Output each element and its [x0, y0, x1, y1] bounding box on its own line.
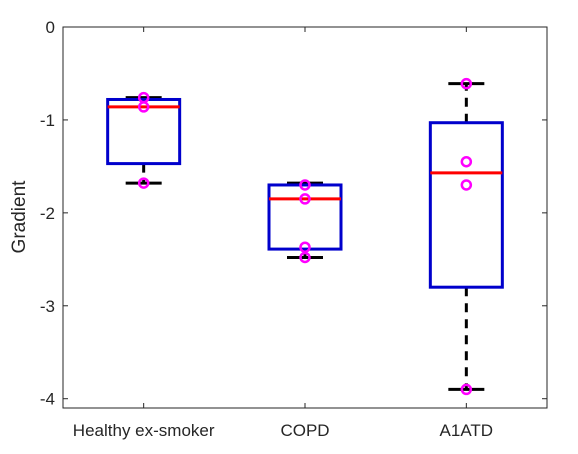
x-category-label: A1ATD: [440, 421, 494, 440]
data-point: [299, 193, 311, 205]
data-point: [460, 383, 473, 396]
y-axis-label: Gradient: [9, 180, 30, 254]
y-tick-label: -4: [40, 390, 55, 409]
box-iqr: [428, 121, 504, 289]
data-point: [137, 177, 150, 189]
y-tick-label: -2: [40, 204, 55, 223]
data-point: [460, 179, 473, 191]
plot-area: 0 -1 -2 -3 -4 Healthy ex-smoker COPD A1ATD: [40, 18, 548, 440]
data-point: [460, 77, 473, 90]
data-point: [460, 155, 473, 168]
x-category-label: COPD: [280, 421, 329, 440]
data-point: [299, 179, 311, 191]
x-category-label: Healthy ex-smoker: [73, 421, 215, 440]
data-point: [299, 251, 311, 264]
y-tick-label: -3: [40, 297, 55, 316]
data-point: [137, 101, 150, 113]
y-tick-label: 0: [46, 18, 55, 37]
box-group: [428, 82, 504, 391]
y-tick-label: -1: [40, 111, 55, 130]
box-iqr: [106, 97, 182, 166]
